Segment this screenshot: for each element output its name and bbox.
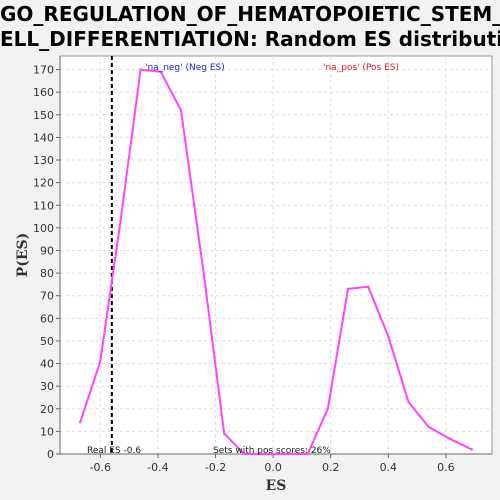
chart-title-line-1: GO_REGULATION_OF_HEMATOPOIETIC_STEM_C <box>0 2 500 26</box>
y-tick-label: 100 <box>33 222 54 235</box>
y-tick-label: 170 <box>33 64 54 77</box>
data-point <box>119 219 122 223</box>
y-tick-label: 40 <box>40 358 54 371</box>
neg-es-label: 'na_neg' (Neg ES) <box>145 63 225 73</box>
y-tick-label: 70 <box>40 290 54 303</box>
data-point <box>99 360 102 363</box>
data-point <box>427 425 430 429</box>
pos-scores-label: Sets with pos scores: 26% <box>213 446 331 456</box>
data-point <box>243 452 246 456</box>
y-tick-label: 10 <box>40 425 54 438</box>
data-point <box>222 432 226 435</box>
data-point <box>407 400 410 404</box>
x-tick-label: -0.2 <box>205 461 226 474</box>
data-point <box>78 421 82 424</box>
data-point <box>366 285 370 288</box>
y-tick-label: 80 <box>40 267 54 280</box>
y-tick-label: 50 <box>40 335 54 348</box>
data-point <box>387 335 390 338</box>
data-point <box>283 452 286 456</box>
x-tick-label: -0.6 <box>90 461 111 474</box>
x-tick-label: 0.6 <box>437 461 455 474</box>
data-point <box>346 287 350 291</box>
y-tick-label: 120 <box>33 177 54 190</box>
data-point <box>179 109 183 112</box>
y-tick-label: 130 <box>33 154 54 167</box>
x-tick-label: -0.4 <box>147 461 168 474</box>
x-axis-title: ES <box>266 478 287 494</box>
y-tick-label: 60 <box>40 312 54 325</box>
data-point <box>326 407 330 410</box>
y-tick-label: 150 <box>33 109 54 122</box>
chart-title-line-2: ELL_DIFFERENTIATION: Random ES distribut… <box>0 27 500 51</box>
real-es-label: Real ES -0.6 <box>87 446 141 456</box>
series-line <box>79 68 473 455</box>
y-tick-label: 160 <box>33 86 54 99</box>
data-points <box>78 68 474 456</box>
x-tick-label: 0.4 <box>380 461 398 474</box>
plot-area <box>59 55 493 455</box>
x-tick-label: 0.0 <box>264 461 282 474</box>
y-tick-label: 0 <box>47 448 54 461</box>
data-point <box>202 274 206 277</box>
y-axis-title: P(ES) <box>15 233 31 278</box>
data-point <box>139 68 142 71</box>
data-point <box>263 452 266 456</box>
y-tick-label: 20 <box>40 403 54 416</box>
data-point <box>447 436 450 440</box>
data-point <box>470 448 474 451</box>
pos-es-label: 'na_pos' (Pos ES) <box>323 63 399 73</box>
data-point <box>306 452 309 456</box>
y-tick-label: 110 <box>33 199 54 212</box>
ticks: 0 10 20 30 40 50 60 70 80 90 100 110 120 130 140 150 160… <box>33 64 455 474</box>
y-tick-label: 140 <box>33 131 54 144</box>
y-tick-label: 30 <box>40 380 54 393</box>
y-tick-label: 90 <box>40 244 54 257</box>
data-point <box>159 70 162 74</box>
x-tick-label: 0.2 <box>322 461 340 474</box>
